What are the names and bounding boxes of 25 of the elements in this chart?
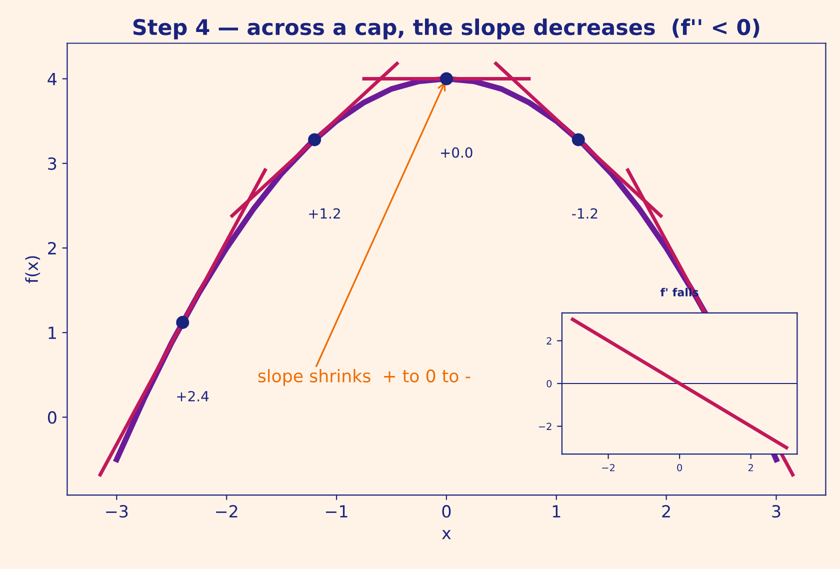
y-tick-label: 2 bbox=[546, 337, 552, 344]
annotation: -1.2 bbox=[572, 208, 598, 219]
y-tick-label: 4 bbox=[48, 72, 57, 86]
x-tick-label: −3 bbox=[106, 505, 128, 518]
x-tick-label: 2 bbox=[662, 505, 670, 518]
x-tick-label: 0 bbox=[677, 464, 682, 472]
y-tick-label: 0 bbox=[546, 380, 552, 388]
y-tick-label: 1 bbox=[48, 326, 56, 339]
x-tick-label: −2 bbox=[216, 505, 238, 518]
y-axis-title: f(x) bbox=[25, 256, 40, 284]
x-tick-label: 3 bbox=[772, 505, 780, 518]
annotation: +2.4 bbox=[177, 390, 209, 402]
x-tick-label: −2 bbox=[602, 464, 614, 472]
x-axis-title: x bbox=[442, 530, 451, 540]
chart-title: Step 4 — across a cap, the slope decreases (f'' < 0) bbox=[133, 18, 760, 40]
x-tick-label: 2 bbox=[748, 464, 753, 472]
y-tick-label: 0 bbox=[48, 411, 56, 424]
annotation: +0.0 bbox=[440, 147, 472, 158]
y-tick-label: 2 bbox=[48, 242, 56, 254]
x-tick-label: −1 bbox=[326, 505, 348, 518]
annotation: slope shrinks + to 0 to - bbox=[258, 369, 470, 386]
x-tick-label: 0 bbox=[442, 505, 451, 518]
y-tick-label: −2 bbox=[538, 422, 552, 430]
annotation: +1.2 bbox=[309, 208, 340, 219]
y-tick-label: 3 bbox=[48, 157, 56, 170]
